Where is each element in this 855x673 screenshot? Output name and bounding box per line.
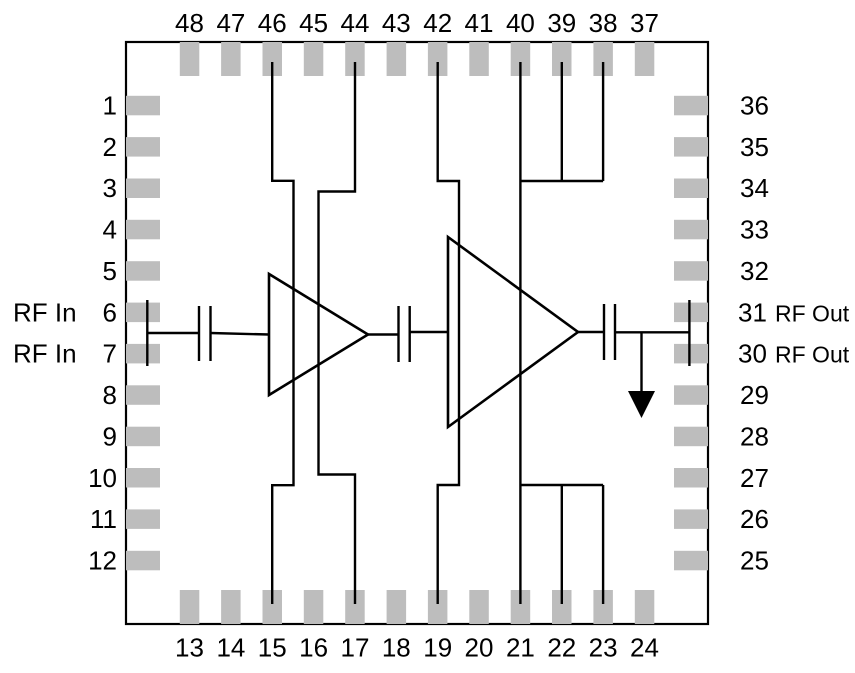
- svg-text:30: 30: [738, 339, 767, 369]
- svg-text:34: 34: [740, 173, 769, 203]
- svg-text:27: 27: [740, 463, 769, 493]
- svg-text:12: 12: [88, 546, 117, 576]
- svg-text:35: 35: [740, 132, 769, 162]
- svg-text:39: 39: [547, 8, 576, 38]
- svg-text:14: 14: [216, 633, 245, 663]
- svg-text:36: 36: [740, 91, 769, 121]
- svg-text:17: 17: [341, 633, 370, 663]
- svg-text:22: 22: [547, 633, 576, 663]
- svg-text:18: 18: [382, 633, 411, 663]
- svg-text:8: 8: [103, 380, 117, 410]
- svg-text:1: 1: [103, 91, 117, 121]
- svg-text:25: 25: [740, 546, 769, 576]
- svg-text:15: 15: [258, 633, 287, 663]
- svg-text:6: 6: [103, 297, 117, 327]
- svg-text:33: 33: [740, 215, 769, 245]
- svg-text:21: 21: [506, 633, 535, 663]
- svg-text:3: 3: [103, 173, 117, 203]
- svg-text:9: 9: [103, 421, 117, 451]
- svg-text:32: 32: [740, 256, 769, 286]
- svg-text:46: 46: [258, 8, 287, 38]
- svg-text:5: 5: [103, 256, 117, 286]
- svg-text:23: 23: [589, 633, 618, 663]
- svg-text:37: 37: [630, 8, 659, 38]
- svg-text:19: 19: [423, 633, 452, 663]
- svg-text:24: 24: [630, 633, 659, 663]
- svg-text:38: 38: [589, 8, 618, 38]
- svg-text:48: 48: [175, 8, 204, 38]
- svg-text:41: 41: [465, 8, 494, 38]
- svg-text:13: 13: [175, 633, 204, 663]
- svg-text:44: 44: [341, 8, 370, 38]
- svg-text:40: 40: [506, 8, 535, 38]
- svg-text:45: 45: [299, 8, 328, 38]
- svg-text:20: 20: [465, 633, 494, 663]
- svg-text:2: 2: [103, 132, 117, 162]
- svg-text:47: 47: [216, 8, 245, 38]
- svg-text:26: 26: [740, 504, 769, 534]
- svg-text:42: 42: [423, 8, 452, 38]
- svg-text:RF In: RF In: [13, 339, 77, 369]
- svg-text:29: 29: [740, 380, 769, 410]
- svg-text:28: 28: [740, 421, 769, 451]
- svg-text:RF In: RF In: [13, 297, 77, 327]
- svg-text:RF Out: RF Out: [775, 300, 850, 326]
- svg-text:7: 7: [103, 339, 117, 369]
- svg-text:31: 31: [738, 297, 767, 327]
- svg-text:11: 11: [90, 504, 117, 534]
- svg-text:4: 4: [103, 215, 117, 245]
- svg-text:RF Out: RF Out: [775, 342, 850, 368]
- svg-text:43: 43: [382, 8, 411, 38]
- svg-text:16: 16: [299, 633, 328, 663]
- svg-text:10: 10: [88, 463, 117, 493]
